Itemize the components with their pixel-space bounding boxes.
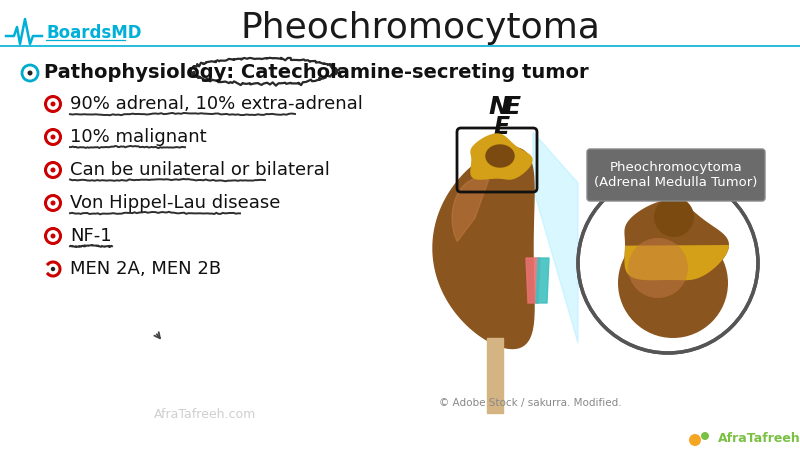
Polygon shape xyxy=(536,258,549,303)
Polygon shape xyxy=(452,178,489,242)
Text: N: N xyxy=(488,95,509,119)
Circle shape xyxy=(689,434,701,446)
Polygon shape xyxy=(625,200,729,280)
Text: E: E xyxy=(493,115,509,139)
Text: BoardsMD: BoardsMD xyxy=(46,24,142,42)
FancyBboxPatch shape xyxy=(587,149,765,201)
Polygon shape xyxy=(471,134,532,179)
Circle shape xyxy=(628,238,688,298)
Circle shape xyxy=(618,228,728,338)
Text: © Adobe Stock / sakurra. Modified.: © Adobe Stock / sakurra. Modified. xyxy=(438,398,622,408)
Text: Pathophysiology: Catecholamine-secreting tumor: Pathophysiology: Catecholamine-secreting… xyxy=(44,63,589,82)
Circle shape xyxy=(578,173,758,353)
Text: Pheochromocytoma: Pheochromocytoma xyxy=(240,11,600,45)
Circle shape xyxy=(654,197,694,237)
Text: AfraTafreeh.com: AfraTafreeh.com xyxy=(718,432,800,445)
Text: Von Hippel-Lau disease: Von Hippel-Lau disease xyxy=(70,194,280,212)
Text: NF-1: NF-1 xyxy=(70,227,112,245)
Circle shape xyxy=(50,135,55,140)
Text: Can be unilateral or bilateral: Can be unilateral or bilateral xyxy=(70,161,330,179)
Text: AfraTafreeh.com: AfraTafreeh.com xyxy=(154,409,256,422)
Polygon shape xyxy=(486,145,514,167)
Polygon shape xyxy=(625,245,729,280)
Circle shape xyxy=(50,102,55,107)
Circle shape xyxy=(50,201,55,206)
Text: E: E xyxy=(503,95,520,119)
Circle shape xyxy=(701,432,709,440)
Polygon shape xyxy=(433,148,534,348)
Text: MEN 2A, MEN 2B: MEN 2A, MEN 2B xyxy=(70,260,221,278)
Text: 90% adrenal, 10% extra-adrenal: 90% adrenal, 10% extra-adrenal xyxy=(70,95,363,113)
Circle shape xyxy=(27,71,33,76)
Polygon shape xyxy=(526,258,540,303)
Circle shape xyxy=(50,234,55,239)
Circle shape xyxy=(50,167,55,172)
Polygon shape xyxy=(533,132,578,343)
Text: 10% malignant: 10% malignant xyxy=(70,128,206,146)
Circle shape xyxy=(51,267,55,271)
Text: Pheochromocytoma
(Adrenal Medulla Tumor): Pheochromocytoma (Adrenal Medulla Tumor) xyxy=(594,161,758,189)
